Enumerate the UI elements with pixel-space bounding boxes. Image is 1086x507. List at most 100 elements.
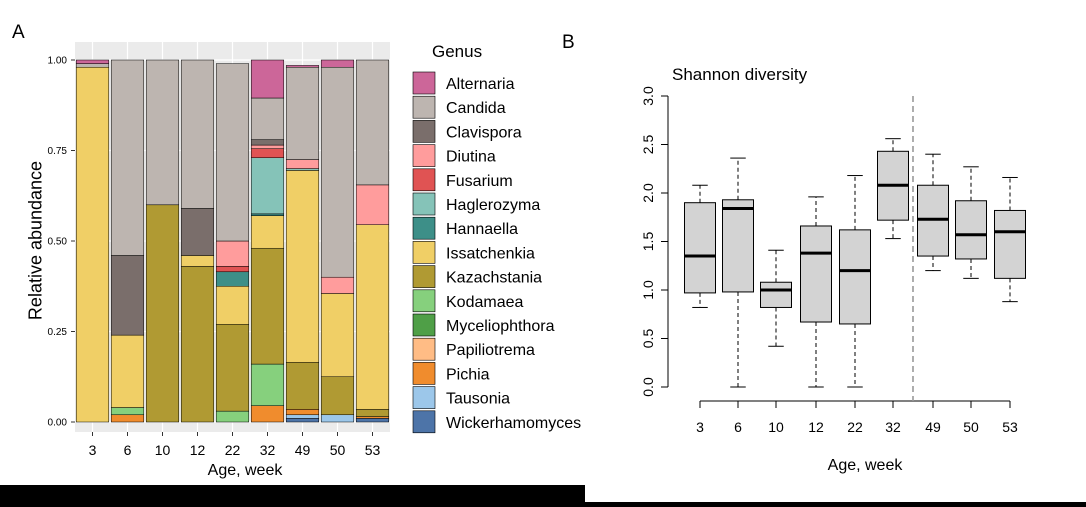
bar-segment-candida	[320, 66, 355, 278]
box	[994, 209, 1026, 279]
legend-label-fusarium: Fusarium	[446, 173, 513, 190]
x-tick-label: 49	[295, 442, 311, 458]
legend-swatch-kodamaea	[412, 289, 436, 313]
y-tick-label: 0.00	[48, 418, 68, 429]
x-tick-label: 32	[260, 442, 276, 458]
legend-label-tausonia: Tausonia	[446, 391, 510, 408]
legend-swatch-clavispora	[412, 120, 436, 143]
legend-label-pichia: Pichia	[446, 366, 490, 383]
bar-segment-issatchenkia	[215, 286, 250, 325]
y-tick-label: 1.5	[640, 232, 656, 252]
x-tick-label: 22	[847, 419, 863, 435]
legend-label-wickerhamomyces: Wickerhamomyces	[446, 415, 581, 432]
legend-swatch-wickerhamomyces	[412, 410, 436, 434]
x-tick-label: 53	[1002, 419, 1018, 435]
bar-segment-issatchenkia	[355, 224, 390, 410]
y-tick-label: 2.0	[640, 183, 656, 203]
bar-segment-candida	[75, 63, 110, 68]
legend-label-papiliotrema: Papiliotrema	[446, 342, 535, 359]
panel-a-x-axis-label: Age, week	[207, 462, 283, 479]
y-tick-label: 3.0	[640, 86, 656, 106]
bar-segment-kazachstania	[250, 247, 285, 365]
bar-segment-fusarium	[250, 148, 285, 158]
bar-segment-hannaella	[250, 213, 285, 216]
x-tick-label: 6	[124, 442, 132, 458]
box	[722, 199, 754, 293]
bar-segment-kazachstania	[145, 204, 180, 423]
legend-swatch-issatchenkia	[412, 241, 436, 264]
bar-segment-kazachstania	[355, 409, 390, 417]
bar-segment-pichia	[355, 416, 390, 419]
legend-label-hannaella: Hannaella	[446, 221, 518, 238]
bar-segment-candida	[180, 59, 215, 209]
panel-b-chart: 0.0 0.5 1.0 1.5 2.0 2.5 3.0 3 6 10 12 22 32 49 50 53	[640, 86, 1026, 435]
legend-label-kodamaea: Kodamaea	[446, 294, 523, 311]
x-tick-label: 3	[696, 419, 704, 435]
legend-label-alternaria: Alternaria	[446, 76, 515, 93]
legend-label-myceliophthora: Myceliophthora	[446, 318, 555, 335]
panel-b-label: B	[562, 32, 575, 53]
bar-segment-kodamaea	[215, 410, 250, 423]
bar-segment-alternaria	[320, 59, 355, 68]
bar-segment-pichia	[285, 409, 320, 416]
x-tick-label: 12	[190, 442, 206, 458]
bar-segment-tausonia	[285, 414, 320, 419]
y-tick-label: 2.5	[640, 135, 656, 155]
x-tick-label: 53	[365, 442, 381, 458]
y-tick-label: 1.00	[48, 56, 68, 67]
bar-segment-issatchenkia	[180, 255, 215, 267]
bar-segment-issatchenkia	[285, 170, 320, 363]
legend-swatch-diutina	[412, 144, 436, 167]
x-tick-label: 10	[155, 442, 171, 458]
bar-segment-clavispora	[110, 255, 145, 336]
legend-swatch-haglerozyma	[412, 192, 436, 216]
legend-label-issatchenkia: Issatchenkia	[446, 245, 535, 262]
bar-segment-candida	[355, 59, 390, 186]
panel-a-label: A	[12, 22, 25, 43]
y-tick-label: 0.25	[48, 327, 68, 338]
x-tick-label: 12	[808, 419, 824, 435]
bar-segment-diutina	[215, 240, 250, 267]
legend-label-haglerozyma: Haglerozyma	[446, 197, 540, 214]
legend-swatch-pichia	[412, 362, 436, 385]
legend-label-clavispora: Clavispora	[446, 124, 522, 141]
x-tick-label: 50	[963, 419, 979, 435]
bar-segment-diutina	[250, 144, 285, 149]
bar-segment-kodamaea	[110, 407, 145, 416]
panel-a-chart: 0.00 0.25 0.50 0.75 1.00 3 6 10 12 22 32 49 50 53 Alte…	[48, 42, 581, 458]
box	[839, 229, 871, 325]
bar-segment-issatchenkia	[75, 66, 110, 423]
bar-segment-clavispora	[180, 208, 215, 256]
bar-segment-pichia	[110, 414, 145, 423]
bar-segment-issatchenkia	[320, 293, 355, 377]
x-tick-label: 3	[89, 442, 97, 458]
bar-segment-candida	[285, 66, 320, 160]
bar-segment-candida	[145, 59, 180, 206]
bar-segment-pichia	[250, 405, 285, 423]
bar-segment-hannaella	[215, 271, 250, 287]
bar-segment-diutina	[355, 184, 390, 225]
panel-a-y-axis-label: Relative abundance	[25, 160, 46, 321]
legend-swatch-alternaria	[412, 71, 436, 95]
legend-swatch-papiliotrema	[412, 337, 436, 361]
y-tick-label: 0.5	[640, 329, 656, 349]
bar-segment-kazachstania	[215, 324, 250, 412]
box	[760, 281, 792, 308]
bar-segment-tausonia	[320, 414, 355, 423]
panel-b-title: Shannon diversity	[672, 65, 808, 84]
x-tick-label: 49	[925, 419, 941, 435]
y-tick-label: 0.0	[640, 377, 656, 397]
bar-segment-wickerhamomyces	[355, 418, 390, 423]
legend-swatch-myceliophthora	[412, 313, 436, 337]
bar-segment-kodamaea	[250, 363, 285, 406]
bar-segment-alternaria	[75, 59, 110, 64]
box	[800, 225, 832, 323]
bar-segment-clavispora	[250, 139, 285, 146]
x-tick-label: 22	[225, 442, 241, 458]
legend-swatch-candida	[412, 95, 436, 119]
bar-segment-candida	[215, 63, 250, 242]
box	[955, 200, 987, 260]
legend-title: Genus	[432, 42, 483, 61]
